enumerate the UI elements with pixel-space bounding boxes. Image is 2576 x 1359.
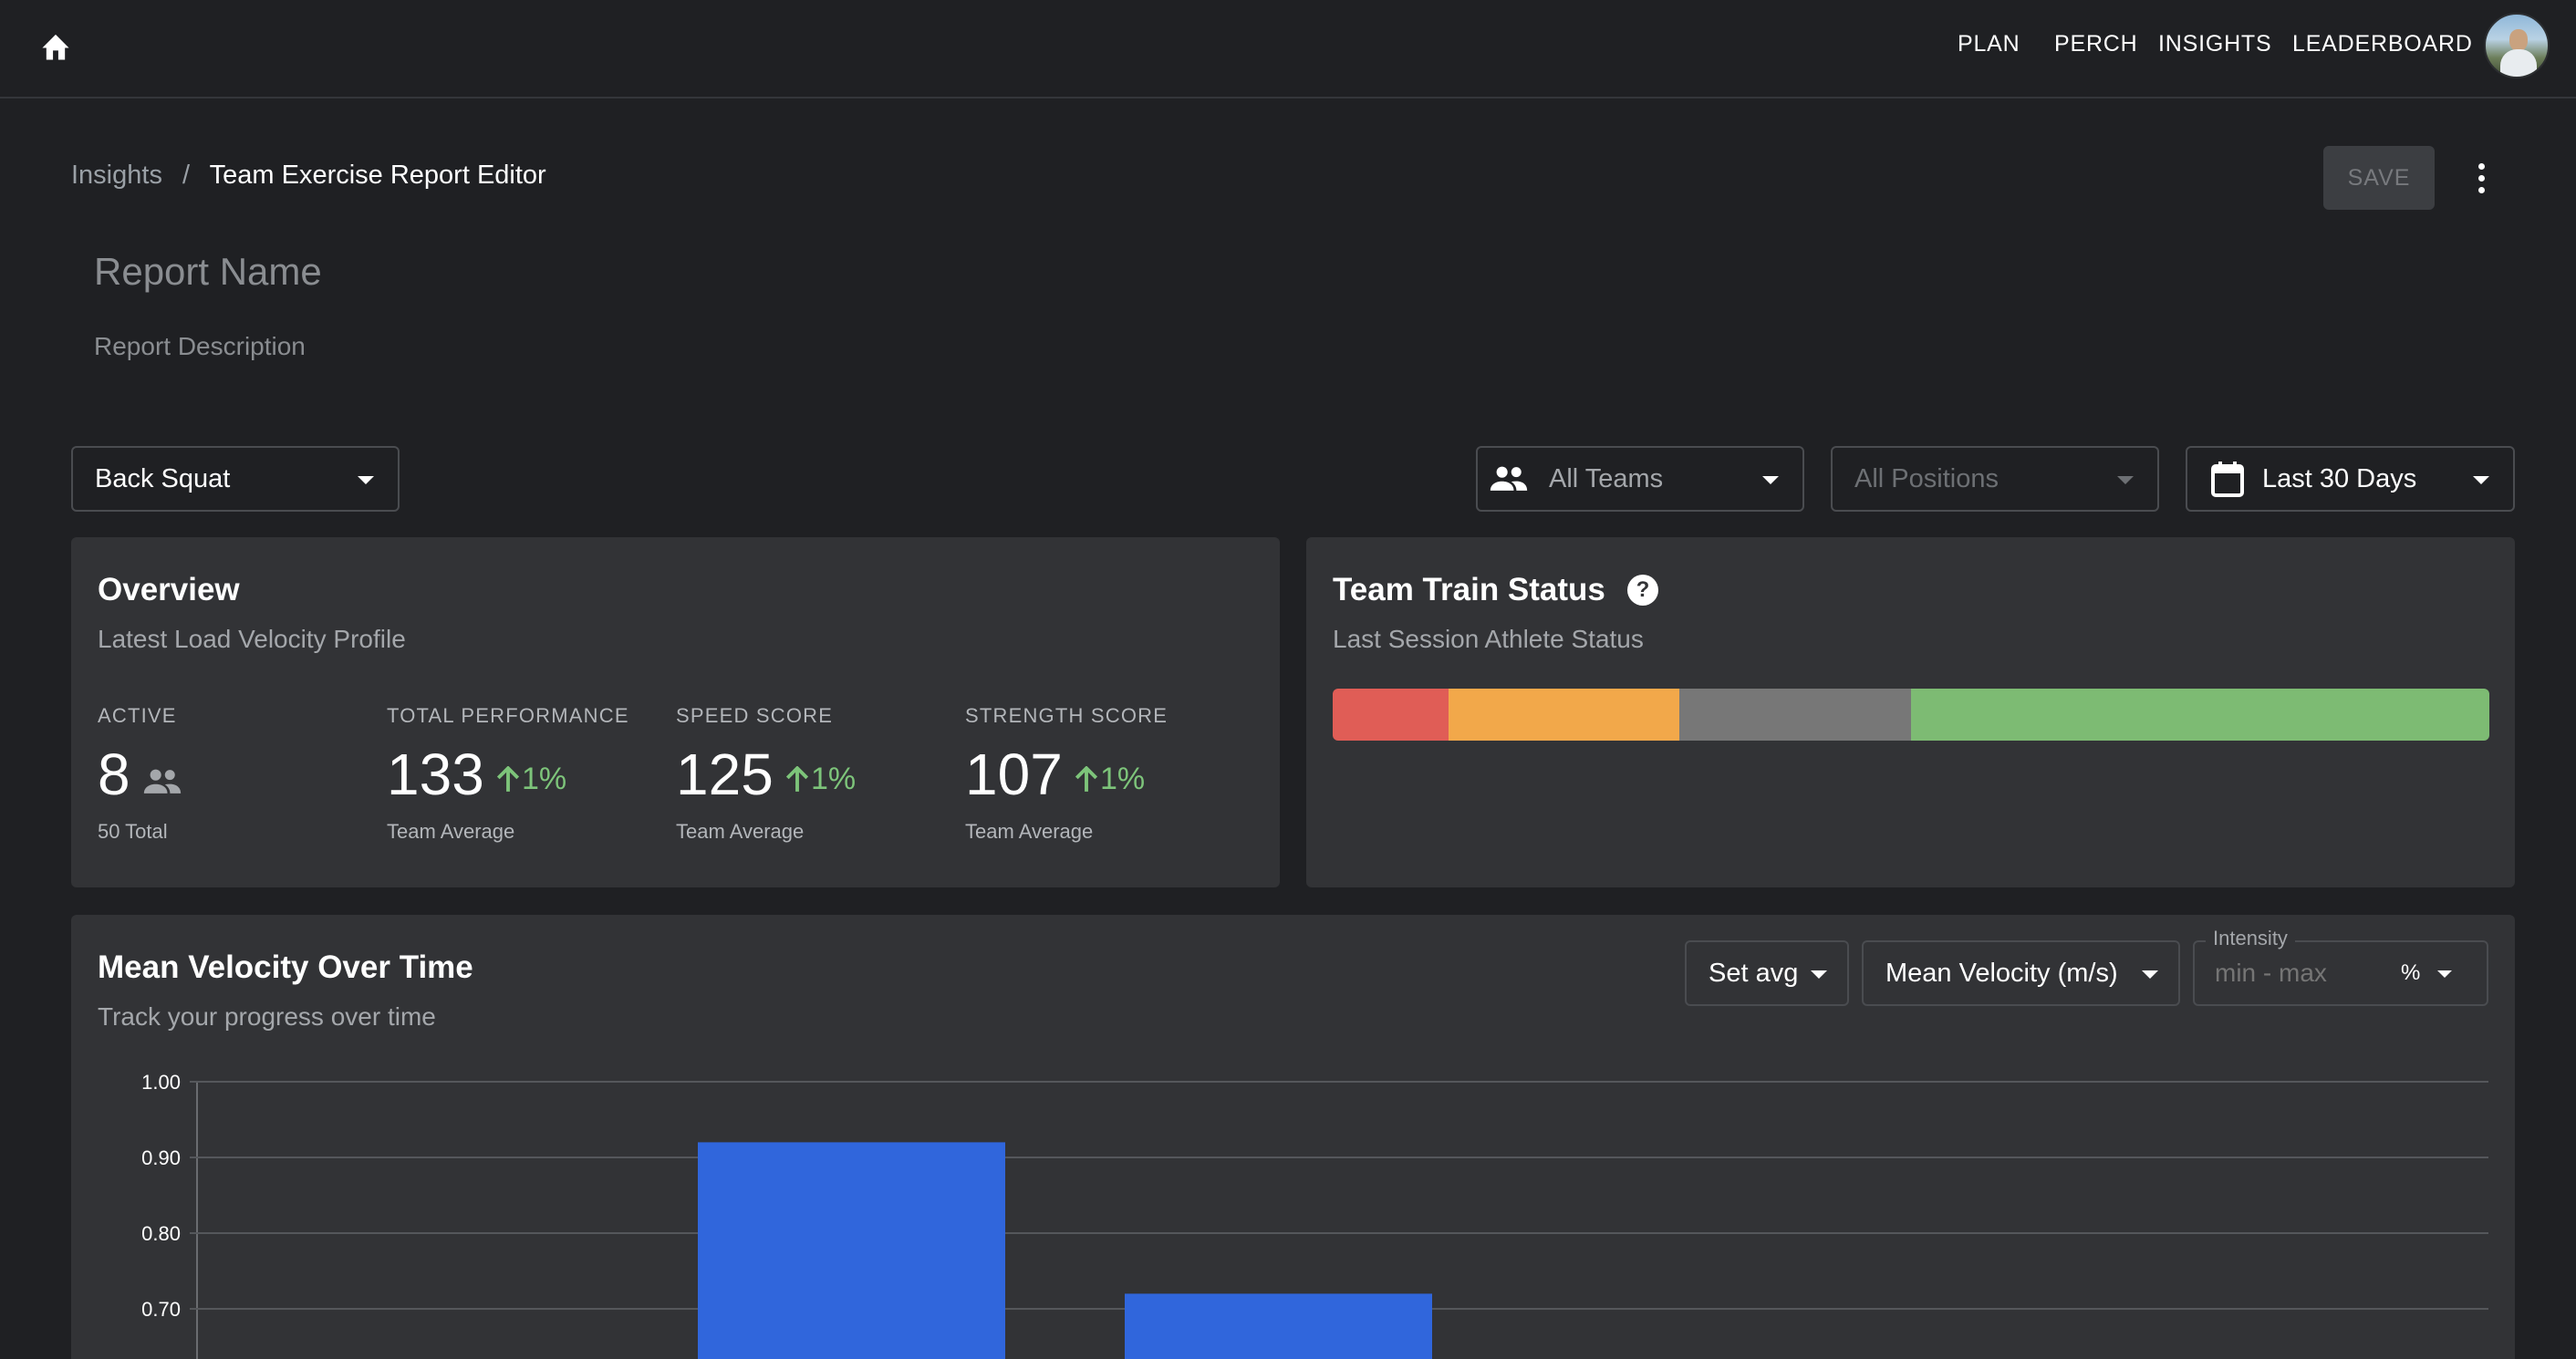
aggregation-select-value: Set avg (1709, 958, 1799, 988)
top-app-bar: PLAN PERCH INSIGHTS LEADERBOARD (0, 0, 2576, 99)
kebab-dot (2477, 162, 2485, 170)
stat-footer: Team Average (676, 820, 805, 843)
stat-value: 8 (98, 742, 130, 807)
nav-perch[interactable]: PERCH (2054, 31, 2138, 57)
breadcrumb-current: Team Exercise Report Editor (209, 161, 546, 190)
kebab-dot (2477, 174, 2485, 182)
stat-value: 125 (676, 742, 774, 807)
stat-label: ACTIVE (98, 704, 177, 727)
chart-bar[interactable] (698, 1142, 1005, 1359)
help-icon[interactable]: ? (1627, 575, 1658, 606)
teams-select-value: All Teams (1549, 463, 1664, 493)
intensity-label: Intensity (2206, 927, 2295, 950)
y-tick-label: 0.90 (141, 1146, 181, 1169)
stat-change: 1% (496, 762, 566, 797)
group-icon (1490, 466, 1528, 491)
stat-label: SPEED SCORE (676, 704, 834, 727)
arrow-up-icon (1075, 765, 1098, 792)
breadcrumb-insights-link[interactable]: Insights (71, 161, 162, 190)
exercise-select[interactable]: Back Squat (71, 446, 400, 512)
athlete-status-bar (1333, 689, 2489, 741)
kebab-dot (2477, 186, 2485, 193)
overview-card: Overview Latest Load Velocity Profile AC… (71, 537, 1280, 887)
breadcrumb-separator: / (182, 161, 191, 190)
save-button[interactable]: SAVE (2323, 146, 2435, 210)
date-range-select[interactable]: Last 30 Days (2186, 446, 2515, 512)
teams-select[interactable]: All Teams (1476, 446, 1804, 512)
y-tick-label: 0.70 (141, 1298, 181, 1321)
stat-value: 133 (387, 742, 484, 807)
avatar[interactable] (2484, 13, 2550, 78)
velocity-bar-chart: 1.00 0.90 0.80 0.70 (141, 1071, 2488, 1359)
aggregation-select[interactable]: Set avg (1685, 940, 1849, 1006)
chevron-down-icon (2117, 476, 2134, 484)
status-segment[interactable] (1448, 689, 1680, 741)
train-status-title: Team Train Status (1333, 572, 1605, 607)
more-options-icon[interactable] (2463, 153, 2499, 202)
status-segment[interactable] (1679, 689, 1911, 741)
stat-footer: Team Average (965, 820, 1094, 843)
report-name-input[interactable] (94, 246, 915, 297)
velocity-chart-title: Mean Velocity Over Time (98, 949, 473, 985)
nav-plan[interactable]: PLAN (1958, 31, 2020, 57)
metric-select-value: Mean Velocity (m/s) (1885, 958, 2118, 988)
y-tick-label: 1.00 (141, 1071, 181, 1094)
chart-bar[interactable] (1125, 1293, 1432, 1359)
date-range-select-value: Last 30 Days (2262, 463, 2417, 493)
stat-change-value: 1% (522, 762, 567, 796)
stat-footer: 50 Total (98, 820, 168, 843)
stat-change-value: 1% (811, 762, 857, 796)
arrow-up-icon (785, 765, 809, 792)
overview-title: Overview (98, 572, 240, 607)
exercise-select-value: Back Squat (95, 463, 231, 493)
positions-select-value: All Positions (1854, 463, 1999, 493)
stat-label: STRENGTH SCORE (965, 704, 1169, 727)
chevron-down-icon (2437, 970, 2452, 978)
home-button[interactable] (33, 24, 78, 69)
intensity-unit[interactable]: % (2401, 960, 2421, 985)
positions-select[interactable]: All Positions (1831, 446, 2159, 512)
chevron-down-icon (2142, 970, 2158, 979)
nav-insights[interactable]: INSIGHTS (2158, 31, 2272, 57)
calendar-icon (2211, 462, 2244, 497)
chevron-down-icon (1811, 970, 1827, 979)
velocity-chart-subtitle: Track your progress over time (98, 1002, 436, 1031)
overview-subtitle: Latest Load Velocity Profile (98, 625, 406, 653)
status-segment[interactable] (1910, 689, 2489, 741)
intensity-filter[interactable]: % (2193, 940, 2488, 1006)
velocity-chart-card: Mean Velocity Over Time Track your progr… (71, 915, 2515, 1359)
avatar-torso (2500, 49, 2537, 77)
status-segment[interactable] (1333, 689, 1449, 741)
chevron-down-icon (358, 476, 374, 484)
metric-select[interactable]: Mean Velocity (m/s) (1862, 940, 2180, 1006)
stat-change: 1% (785, 762, 856, 797)
y-tick-label: 0.80 (141, 1222, 181, 1245)
arrow-up-icon (496, 765, 520, 792)
home-icon (42, 34, 69, 60)
nav-leaderboard[interactable]: LEADERBOARD (2292, 31, 2473, 57)
group-icon (143, 769, 182, 794)
stat-footer: Team Average (387, 820, 515, 843)
report-description-input[interactable] (94, 328, 915, 365)
chevron-down-icon (1762, 476, 1779, 484)
stat-change-value: 1% (1100, 762, 1146, 796)
stat-value: 107 (965, 742, 1063, 807)
stat-change: 1% (1075, 762, 1145, 797)
intensity-input[interactable] (2215, 959, 2379, 988)
breadcrumb: Insights / Team Exercise Report Editor (71, 161, 546, 191)
train-status-subtitle: Last Session Athlete Status (1333, 625, 1644, 653)
avatar-head (2509, 29, 2528, 51)
stat-label: TOTAL PERFORMANCE (387, 704, 629, 727)
chevron-down-icon (2473, 476, 2489, 484)
